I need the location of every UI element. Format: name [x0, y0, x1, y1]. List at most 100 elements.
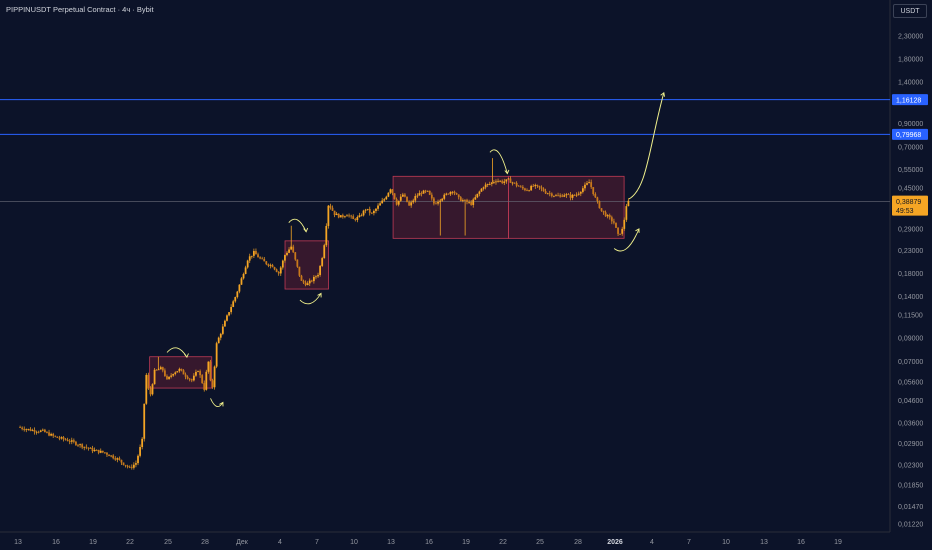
y-tick-label: 0,11500	[898, 313, 923, 320]
candle-body	[54, 435, 57, 437]
candle-body	[470, 201, 473, 205]
candle-body	[300, 275, 303, 281]
candle-body	[544, 191, 547, 194]
candle-body	[534, 184, 537, 187]
candle-body	[464, 199, 466, 201]
candle-body	[370, 212, 373, 214]
candle-body	[70, 440, 73, 442]
candle-body	[56, 436, 59, 438]
candle-body	[397, 200, 400, 205]
candle-body	[608, 215, 611, 218]
candle-body	[468, 201, 470, 203]
candle-body	[43, 429, 46, 433]
candle-body	[478, 191, 481, 194]
candle-body	[590, 182, 593, 188]
candle-body	[553, 195, 555, 197]
candle-body	[341, 215, 344, 217]
candle-body	[573, 194, 576, 196]
candle-body	[542, 188, 545, 192]
candle-body	[606, 215, 609, 217]
candle-body	[565, 194, 568, 196]
candle-body	[519, 186, 522, 188]
candle-body	[308, 280, 311, 284]
candle-body	[325, 225, 328, 246]
x-tick-label: 7	[687, 539, 691, 546]
candle-body	[360, 215, 363, 217]
candle-body	[538, 185, 541, 188]
candle-body	[174, 372, 177, 375]
candle-body	[207, 361, 210, 372]
candle-body	[135, 463, 137, 465]
candle-body	[557, 195, 559, 197]
candle-body	[339, 215, 342, 218]
candle-body	[176, 371, 179, 373]
x-tick-label: 16	[52, 539, 60, 546]
candle-body	[354, 219, 357, 221]
candle-body	[497, 180, 499, 182]
candle-body	[23, 428, 26, 430]
y-tick-label: 2,30000	[898, 34, 923, 41]
candle-body	[101, 450, 104, 453]
candle-body	[503, 181, 506, 183]
annotations	[166, 91, 665, 407]
candle-body	[335, 213, 338, 216]
y-tick-label: 0,23000	[898, 248, 923, 255]
candle-body	[286, 252, 288, 256]
currency-button[interactable]: USDT	[893, 4, 927, 18]
arrow-head	[635, 228, 640, 233]
y-tick-label: 0,07000	[898, 359, 923, 366]
candle-body	[540, 187, 543, 189]
candle-body	[39, 430, 42, 432]
candle-body	[395, 199, 398, 205]
candle-body	[298, 266, 301, 276]
candle-body	[561, 195, 564, 197]
candle-body	[613, 221, 615, 223]
candle-body	[228, 312, 230, 316]
candle-body	[159, 367, 162, 370]
candle-body	[25, 429, 28, 431]
candle-body	[327, 205, 330, 226]
arrow-head	[504, 169, 510, 175]
candle-body	[623, 219, 626, 229]
candle-body	[170, 375, 173, 377]
y-tick-label: 0,90000	[898, 121, 923, 128]
candle-body	[60, 437, 63, 439]
candle-body	[319, 265, 321, 275]
candle-body	[445, 193, 448, 195]
x-tick-label: 10	[350, 539, 358, 546]
candle-body	[252, 251, 255, 256]
candle-body	[474, 197, 477, 200]
candle-body	[385, 196, 388, 200]
candle-body	[581, 188, 584, 192]
x-tick-label: 16	[797, 539, 805, 546]
y-tick-label: 0,14000	[898, 294, 923, 301]
arrow-head	[184, 353, 189, 359]
projection-arrow	[628, 92, 665, 200]
candle-body	[379, 203, 382, 206]
candle-body	[213, 366, 216, 388]
y-tick-label: 0,01470	[898, 504, 923, 511]
candle-body	[288, 249, 290, 253]
candle-body	[192, 375, 195, 381]
candle-body	[58, 437, 61, 439]
x-tick-label: 13	[14, 539, 22, 546]
candle-body	[511, 182, 514, 184]
candle-body	[83, 446, 86, 448]
candle-body	[406, 196, 408, 203]
candle-body	[147, 374, 150, 389]
candle-body	[164, 370, 166, 377]
candle-body	[484, 184, 487, 188]
candle-body	[246, 260, 249, 268]
candle-body	[290, 246, 293, 250]
candle-body	[414, 196, 417, 201]
candle-body	[81, 444, 84, 448]
y-tick-label: 0,04600	[898, 398, 923, 405]
candle-body	[459, 197, 462, 202]
candle-body	[93, 449, 96, 452]
annotation-arrow	[613, 228, 640, 252]
candle-body	[120, 459, 123, 463]
candle-body	[399, 196, 402, 201]
y-tick-label: 0,45000	[898, 185, 923, 192]
